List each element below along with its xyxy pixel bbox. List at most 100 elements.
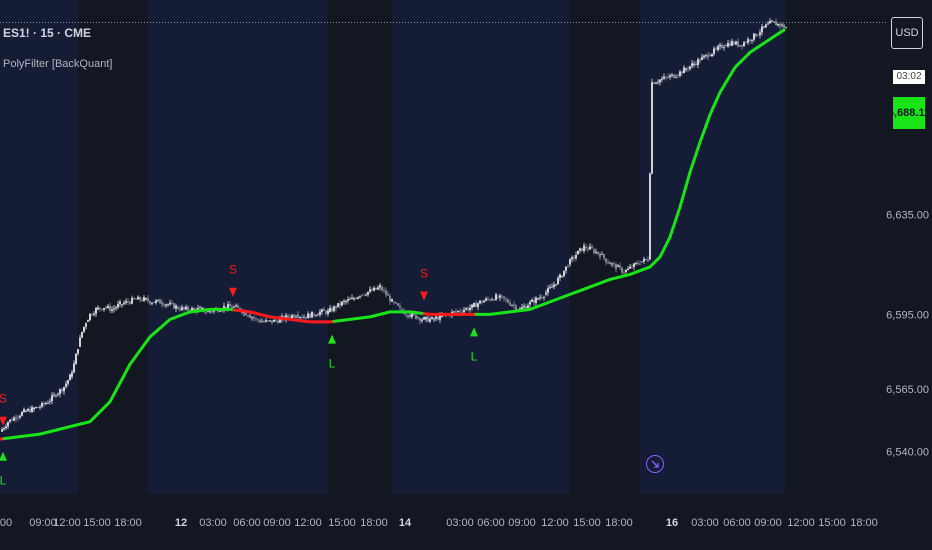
candle-body [247,315,249,317]
candle-body [429,318,431,322]
candle-body [465,308,467,310]
candle-body [393,301,395,303]
candle-body [417,316,419,319]
candle-body [147,298,149,302]
candle-body [649,173,651,260]
candle-body [701,57,703,60]
candle-body [535,297,537,303]
candle-body [113,308,115,310]
candle-body [425,316,427,320]
candle-body [223,305,225,310]
candle-body [311,311,313,318]
candle-body [103,307,105,310]
candle-body [11,419,13,421]
candle-body [591,246,593,249]
candle-body [633,263,635,267]
sell-signal-label: S [229,263,237,277]
candle-body [455,311,457,313]
candle-body [467,308,469,310]
candle-body [169,302,171,305]
candle-body [161,301,163,305]
candle-body [595,251,597,253]
sell-signal-label: S [420,267,428,281]
time-tick-label: 09:00 [29,517,57,529]
time-tick-label: 06:00 [723,517,751,529]
candle-body [637,263,639,264]
candle-body [291,315,293,319]
candle-body [333,306,335,312]
candle-body [427,316,429,322]
candle-body [143,297,145,301]
candle-body [749,39,751,41]
candle-body [303,317,305,319]
candle-body [555,284,557,286]
candle-body [485,298,487,301]
candle-body [581,248,583,252]
candle-body [77,349,79,354]
candle-body [487,298,489,300]
candle-body [661,78,663,80]
candle-body [257,319,259,321]
candle-body [663,76,665,79]
candle-body [319,311,321,315]
candle-body [479,300,481,304]
candle-body [771,20,773,22]
price-axis[interactable]: 6,635.00 6,595.00 6,565.00 6,540.00 [886,0,932,550]
candle-body [509,302,511,306]
session-bands [0,0,785,494]
candle-body [19,415,21,418]
candle-body [603,254,605,259]
candle-body [317,314,319,316]
candle-body [89,313,91,321]
candle-body [765,24,767,28]
candle-body [389,295,391,302]
candle-body [355,298,357,300]
candle-body [245,311,247,316]
session-band [148,0,328,494]
candle-body [191,308,193,312]
candle-body [401,309,403,311]
candle-body [779,23,781,27]
candle-body [155,300,157,303]
candle-body [423,317,425,320]
currency-button[interactable]: USD [891,17,923,49]
candle-body [755,33,757,37]
candle-body [513,304,515,306]
candle-body [125,301,127,303]
candle-body [31,407,33,413]
candle-body [561,276,563,277]
candle-body [433,318,435,320]
candle-body [559,274,561,278]
candle-body [639,263,641,265]
session-band [392,0,570,494]
candle-body [577,250,579,255]
candle-body [237,305,239,308]
candle-body [199,307,201,309]
candle-body [773,21,775,23]
candle-body [133,297,135,300]
candle-body [277,320,279,323]
candle-body [5,426,7,429]
candle-body [275,319,277,321]
price-tick-label: 6,540.00 [886,447,929,459]
candle-body [265,320,267,322]
candle-body [329,308,331,312]
candle-body [665,76,667,78]
candle-body [587,248,589,250]
candle-body [463,309,465,313]
candle-body [589,246,591,250]
candle-body [741,44,743,47]
candle-body [643,258,645,262]
candle-body [171,302,173,304]
candle-body [167,304,169,306]
indicator-legend[interactable]: PolyFilter [BackQuant] [3,58,113,70]
candle-body [775,21,777,26]
symbol-title[interactable]: ES1! · 15 · CME [3,26,92,40]
candle-body [209,311,211,313]
candle-body [753,33,755,40]
candle-body [325,310,327,314]
replay-jump-icon[interactable] [646,455,664,473]
